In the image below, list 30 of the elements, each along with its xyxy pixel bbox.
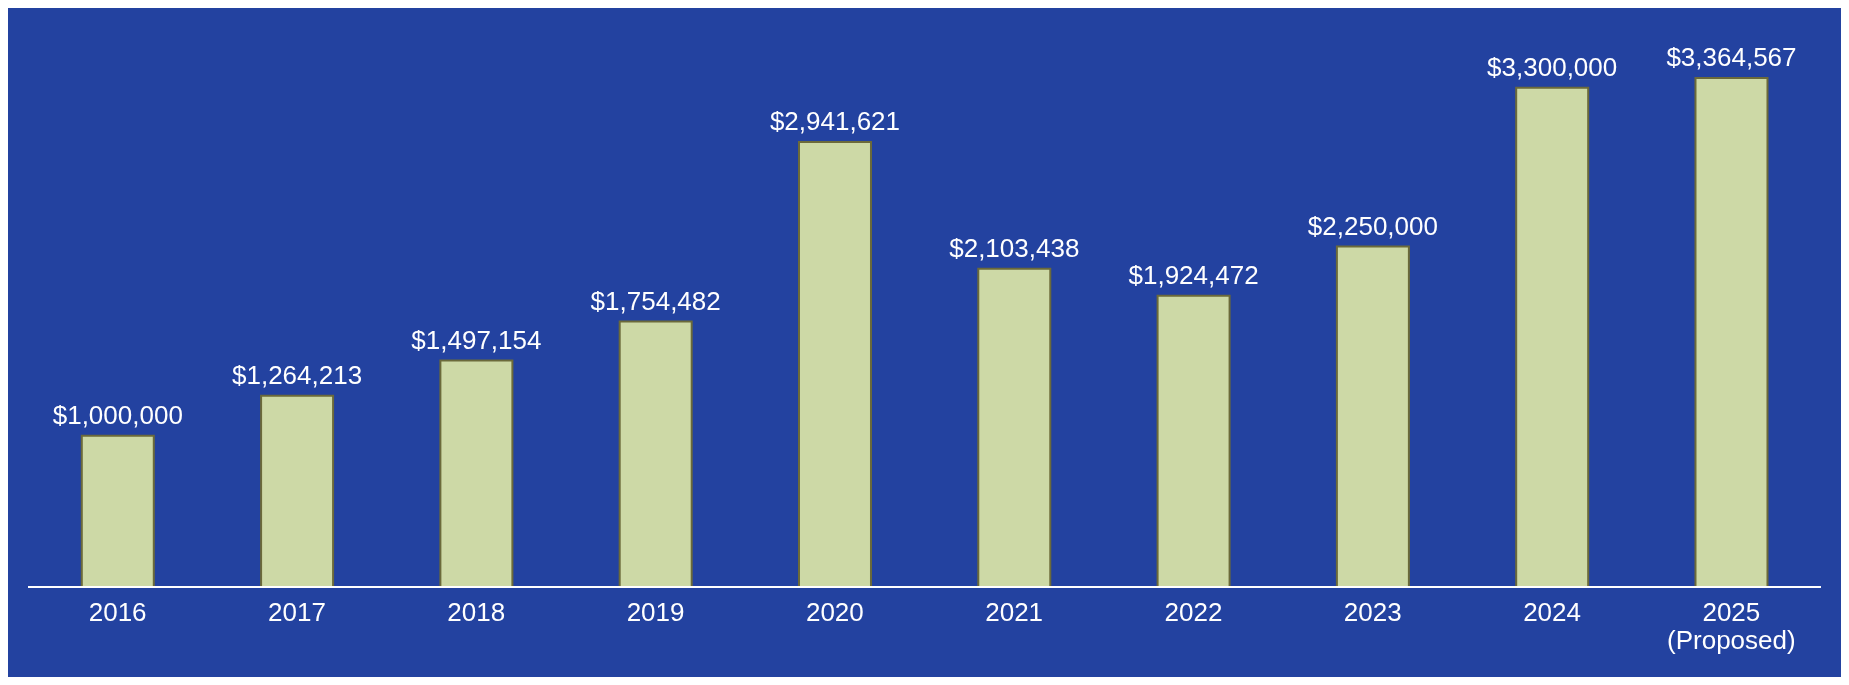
bar (1156, 294, 1231, 588)
bar (1515, 86, 1590, 588)
bar (618, 320, 693, 588)
x-tick-label: 2024 (1523, 597, 1581, 627)
x-tick-label: 2018 (447, 597, 506, 627)
data-label: $1,000,000 (52, 399, 183, 430)
bar (80, 434, 155, 588)
x-tick-label: 2019 (626, 597, 685, 627)
bar (797, 140, 872, 588)
data-label: $1,924,472 (1128, 259, 1259, 290)
x-tick-label: 2021 (985, 597, 1044, 627)
x-tick-label: 2017 (268, 597, 326, 627)
x-tick-label: 2025 (Proposed) (1667, 597, 1796, 655)
data-label: $3,364,567 (1666, 42, 1797, 72)
data-label: $3,300,000 (1487, 51, 1618, 82)
data-label: $1,497,154 (411, 324, 542, 355)
x-tick-label: 2020 (805, 597, 864, 627)
bar (260, 394, 335, 588)
bar (439, 359, 514, 588)
bar (1694, 77, 1769, 588)
x-tick-label: 2022 (1164, 597, 1223, 627)
bar (1335, 245, 1410, 588)
x-tick-label: 2016 (88, 597, 147, 627)
data-label: $2,941,621 (769, 105, 901, 136)
x-tick-label: 2023 (1343, 597, 1402, 627)
data-label: $2,103,438 (949, 232, 1080, 263)
data-label: $2,250,000 (1307, 210, 1438, 241)
data-label: $1,264,213 (232, 359, 363, 390)
bar (977, 267, 1052, 588)
data-label: $1,754,482 (590, 285, 721, 316)
